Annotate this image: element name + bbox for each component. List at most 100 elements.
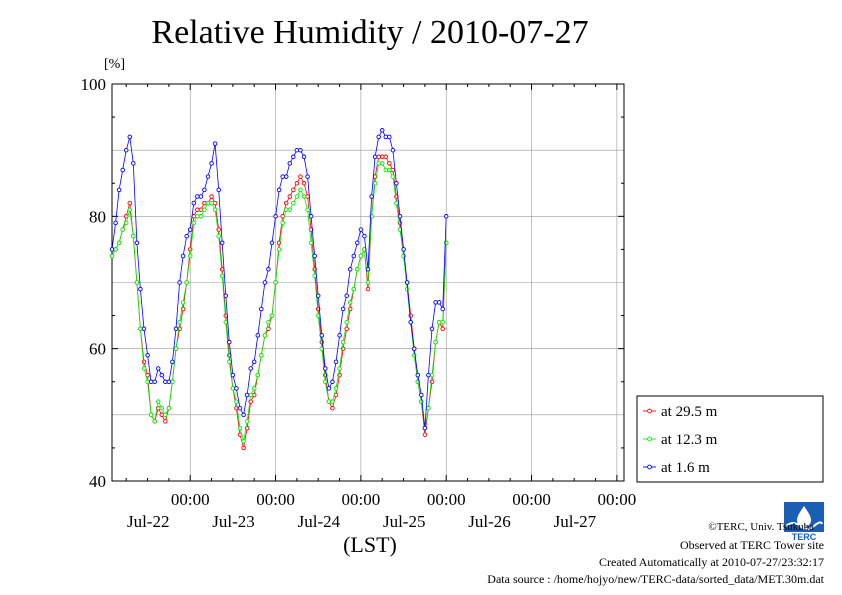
data-point xyxy=(408,319,413,325)
x-tick-date-label: Jul-25 xyxy=(383,512,426,531)
legend-swatch-marker xyxy=(647,436,652,442)
data-point xyxy=(195,214,200,219)
plot-frame xyxy=(111,83,625,482)
data-point xyxy=(383,154,389,160)
data-point xyxy=(177,280,182,285)
data-point xyxy=(248,392,253,398)
created-text: Created Automatically at 2010-07-27/23:3… xyxy=(599,555,824,569)
data-point xyxy=(422,432,428,437)
data-point xyxy=(305,207,310,212)
series-at-1-6-m xyxy=(109,128,449,431)
data-point xyxy=(358,227,364,232)
data-point xyxy=(394,181,399,186)
series-at-29-5-m xyxy=(109,154,449,451)
data-point xyxy=(234,386,239,391)
data-point xyxy=(127,134,133,140)
data-point xyxy=(269,313,275,318)
data-point xyxy=(276,187,282,193)
data-point xyxy=(308,240,314,246)
legend-box xyxy=(636,395,824,483)
data-point xyxy=(209,194,214,199)
terc-logo-icon: TERC xyxy=(782,502,826,542)
data-point xyxy=(205,200,211,206)
data-point xyxy=(422,425,428,431)
data-point xyxy=(387,134,392,140)
data-point xyxy=(401,247,406,252)
data-point xyxy=(298,174,303,179)
data-point xyxy=(333,359,339,365)
x-tick-time-label: 00:00 xyxy=(342,490,381,509)
data-point xyxy=(191,220,197,226)
data-point xyxy=(308,214,314,219)
data-point xyxy=(187,247,193,252)
legend-label: at 1.6 m xyxy=(661,460,710,476)
data-point xyxy=(198,214,204,219)
data-point xyxy=(116,240,122,246)
x-tick-time-label: 00:00 xyxy=(512,490,551,509)
data-point xyxy=(387,167,392,173)
data-point xyxy=(180,300,186,305)
data-point xyxy=(323,366,328,371)
y-tick-label: 80 xyxy=(89,207,106,226)
data-point xyxy=(337,366,342,371)
data-point xyxy=(291,200,296,206)
logo-text: TERC xyxy=(792,532,817,542)
y-tick-label: 60 xyxy=(89,340,106,359)
data-point xyxy=(415,372,421,378)
data-point xyxy=(340,339,346,345)
data-point xyxy=(443,214,449,219)
data-point xyxy=(347,300,353,305)
data-point xyxy=(312,253,317,259)
data-point xyxy=(266,267,271,272)
data-point xyxy=(141,326,147,332)
data-point xyxy=(305,174,310,179)
x-tick-date-label: Jul-23 xyxy=(212,512,255,531)
data-point xyxy=(351,253,357,259)
data-point xyxy=(301,181,307,186)
x-tick-date-label: Jul-27 xyxy=(554,512,597,531)
data-point xyxy=(433,339,438,345)
data-point xyxy=(223,319,229,325)
data-point xyxy=(436,319,442,325)
data-point xyxy=(109,247,115,252)
data-point xyxy=(202,187,207,193)
y-tick-label: 40 xyxy=(89,472,106,491)
data-point xyxy=(323,379,328,385)
data-point xyxy=(358,253,364,259)
data-point xyxy=(134,240,140,246)
x-tick-date-label: Jul-24 xyxy=(298,512,341,531)
data-point xyxy=(315,313,321,318)
data-point xyxy=(173,346,179,351)
data-point xyxy=(330,379,335,385)
data-point xyxy=(426,372,431,378)
data-point xyxy=(426,405,431,411)
data-point xyxy=(259,353,264,358)
data-point xyxy=(120,167,125,173)
data-point xyxy=(390,174,396,179)
data-point xyxy=(241,412,246,418)
data-point xyxy=(123,220,129,226)
data-point xyxy=(273,280,278,285)
data-point xyxy=(155,399,161,404)
data-point xyxy=(251,359,257,365)
data-point xyxy=(127,200,133,206)
data-point xyxy=(404,286,410,292)
data-point xyxy=(170,359,175,365)
data-point xyxy=(390,147,396,153)
data-point xyxy=(287,194,293,199)
data-point xyxy=(330,399,335,404)
data-point xyxy=(123,147,129,153)
data-point xyxy=(301,154,307,160)
data-point xyxy=(337,333,342,338)
data-point xyxy=(180,253,186,259)
series-line xyxy=(111,129,447,429)
data-point xyxy=(184,233,189,239)
data-point xyxy=(109,253,115,259)
data-point xyxy=(283,200,289,206)
data-point xyxy=(212,207,218,212)
data-point xyxy=(401,253,406,259)
data-point xyxy=(195,207,200,212)
data-point xyxy=(298,147,303,153)
data-point xyxy=(273,214,278,219)
